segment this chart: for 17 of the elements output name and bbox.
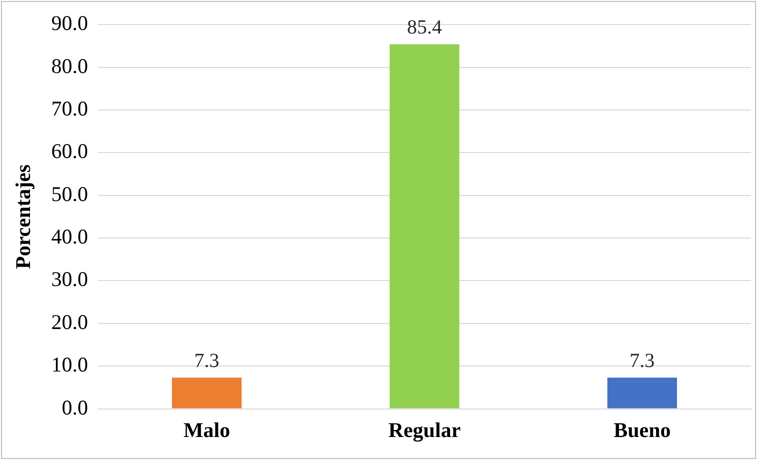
y-tick-label: 80.0 xyxy=(51,54,88,78)
y-tick-label: 30.0 xyxy=(51,267,88,292)
y-tick-label: 0.0 xyxy=(62,395,88,420)
y-tick-label: 90.0 xyxy=(51,11,88,36)
y-tick-label: 10.0 xyxy=(51,352,88,377)
y-tick-label: 50.0 xyxy=(51,182,88,206)
y-tick-label: 70.0 xyxy=(51,96,88,120)
data-label: 85.4 xyxy=(406,16,442,38)
data-label: 7.3 xyxy=(630,350,655,372)
data-label: 7.3 xyxy=(194,350,220,372)
y-axis-title: Porcentajes xyxy=(11,164,36,269)
y-tick-label: 40.0 xyxy=(51,224,88,249)
x-tick-label: Regular xyxy=(388,418,461,442)
x-tick-label: Bueno xyxy=(614,418,671,442)
y-tick-label: 60.0 xyxy=(51,139,88,164)
x-tick-label: Malo xyxy=(183,418,230,442)
y-tick-label: 20.0 xyxy=(51,310,88,334)
